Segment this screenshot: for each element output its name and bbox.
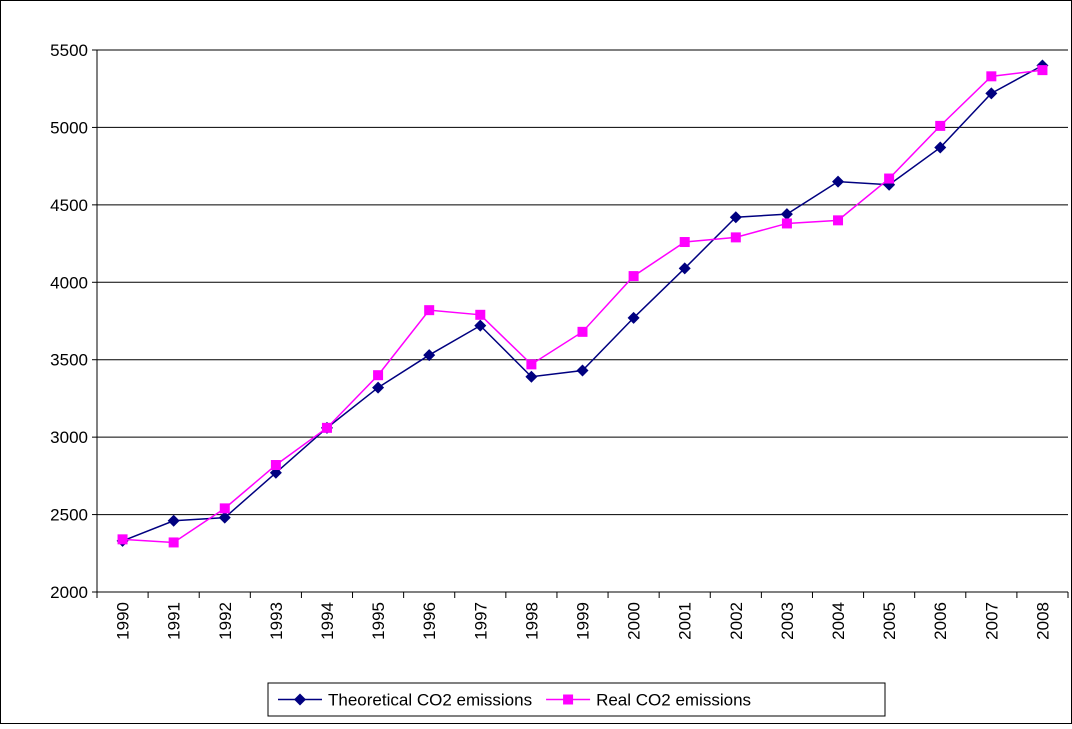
data-point <box>934 141 947 154</box>
data-point <box>678 262 691 275</box>
data-point <box>729 211 742 224</box>
data-point <box>730 232 741 243</box>
y-tick-label: 2500 <box>50 506 88 525</box>
y-tick-label: 4000 <box>50 273 88 292</box>
data-point <box>627 311 640 324</box>
data-point <box>321 422 332 433</box>
data-point <box>219 503 230 514</box>
data-point <box>372 381 385 394</box>
x-tick-label: 2008 <box>1033 602 1052 640</box>
x-tick-label: 2007 <box>982 602 1001 640</box>
data-point <box>373 370 384 381</box>
data-point <box>577 326 588 337</box>
data-point <box>780 208 793 221</box>
legend-label: Theoretical CO2 emissions <box>328 691 532 710</box>
data-point <box>935 120 946 131</box>
y-tick-label: 3500 <box>50 351 88 370</box>
data-point <box>628 271 639 282</box>
x-tick-label: 1996 <box>420 602 439 640</box>
x-tick-label: 2003 <box>778 602 797 640</box>
data-point <box>986 71 997 82</box>
x-tick-label: 1990 <box>114 602 133 640</box>
x-tick-label: 1997 <box>471 602 490 640</box>
data-point <box>424 305 435 316</box>
data-point <box>1037 65 1048 76</box>
data-point <box>781 218 792 229</box>
x-tick-label: 2002 <box>727 602 746 640</box>
data-point <box>526 359 537 370</box>
data-point <box>833 215 844 226</box>
x-tick-label: 1991 <box>165 602 184 640</box>
data-point <box>475 309 486 320</box>
data-point <box>832 175 845 188</box>
data-point <box>884 173 895 184</box>
y-tick-label: 2000 <box>50 583 88 602</box>
y-tick-label: 3000 <box>50 428 88 447</box>
x-tick-label: 2006 <box>931 602 950 640</box>
data-point <box>270 460 281 471</box>
x-tick-label: 2004 <box>829 602 848 640</box>
x-tick-label: 1995 <box>369 602 388 640</box>
x-tick-label: 2005 <box>880 602 899 640</box>
data-point <box>576 364 589 377</box>
x-tick-label: 1994 <box>318 602 337 640</box>
data-point <box>117 534 128 545</box>
data-point <box>168 537 179 548</box>
data-point <box>218 511 231 524</box>
data-point <box>985 87 998 100</box>
legend-marker <box>563 694 574 705</box>
y-tick-label: 4500 <box>50 196 88 215</box>
x-tick-label: 1999 <box>574 602 593 640</box>
x-tick-label: 1992 <box>216 602 235 640</box>
data-point <box>679 237 690 248</box>
data-point <box>525 370 538 383</box>
data-point <box>423 349 436 362</box>
x-tick-label: 1998 <box>522 602 541 640</box>
x-tick-label: 1993 <box>267 602 286 640</box>
x-tick-label: 2001 <box>676 602 695 640</box>
legend-label: Real CO2 emissions <box>596 691 751 710</box>
y-tick-label: 5000 <box>50 118 88 137</box>
x-tick-label: 2000 <box>625 602 644 640</box>
legend-marker <box>294 693 306 706</box>
data-point <box>474 319 487 332</box>
data-point <box>167 514 180 527</box>
y-tick-label: 5500 <box>50 41 88 60</box>
